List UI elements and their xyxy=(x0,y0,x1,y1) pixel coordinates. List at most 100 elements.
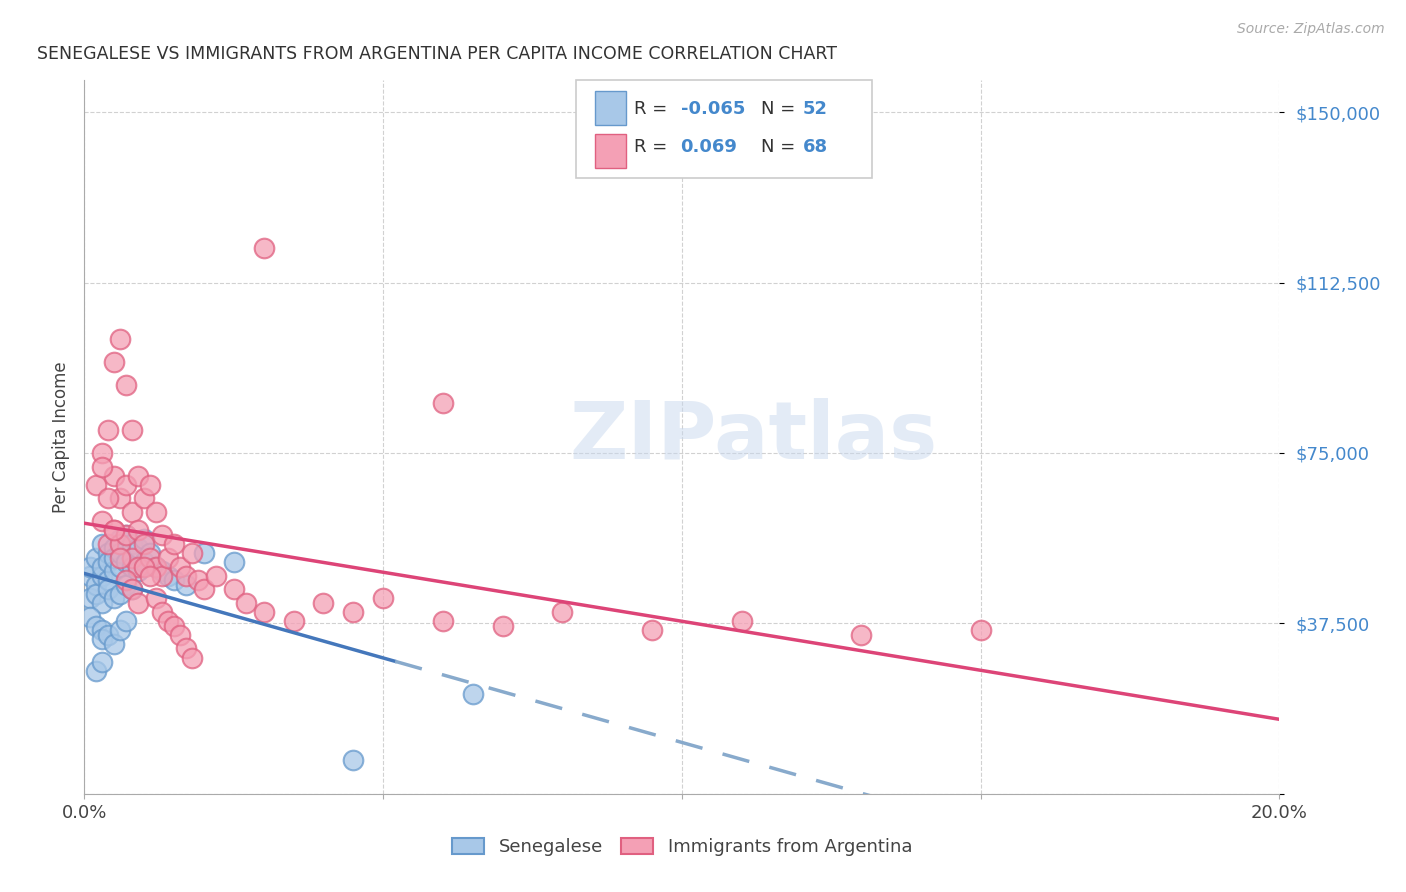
Point xyxy=(97,582,120,597)
Point xyxy=(115,528,138,542)
Point xyxy=(97,628,120,642)
Point xyxy=(91,655,114,669)
Point xyxy=(110,550,132,565)
Point xyxy=(110,491,132,506)
Point xyxy=(79,609,101,624)
Point xyxy=(97,537,120,551)
Text: 52: 52 xyxy=(803,100,828,118)
Point xyxy=(127,596,149,610)
Point xyxy=(235,596,257,610)
Point xyxy=(150,564,173,578)
Point xyxy=(79,591,101,606)
Point xyxy=(91,537,114,551)
Point xyxy=(132,555,156,569)
Point xyxy=(432,396,454,410)
Point xyxy=(174,641,197,656)
Point xyxy=(115,574,138,588)
Point xyxy=(157,568,180,582)
Point xyxy=(103,355,125,369)
Point xyxy=(86,664,108,678)
Point xyxy=(157,550,180,565)
Text: Source: ZipAtlas.com: Source: ZipAtlas.com xyxy=(1237,22,1385,37)
Point xyxy=(91,568,114,582)
Point xyxy=(145,559,167,574)
Point xyxy=(342,753,364,767)
Point xyxy=(461,687,484,701)
Point xyxy=(103,550,125,565)
Point xyxy=(97,423,120,437)
Point xyxy=(139,546,162,560)
Text: R =: R = xyxy=(634,138,673,156)
Point xyxy=(283,614,305,628)
Point xyxy=(157,614,180,628)
Point xyxy=(121,505,143,519)
Point xyxy=(174,568,197,582)
Point xyxy=(163,574,186,588)
Point xyxy=(121,537,143,551)
Point xyxy=(97,491,120,506)
Point xyxy=(103,564,125,578)
Point xyxy=(103,468,125,483)
Point xyxy=(181,650,204,665)
Point xyxy=(222,582,245,597)
Text: R =: R = xyxy=(634,100,673,118)
Point xyxy=(103,523,125,537)
Point xyxy=(222,555,245,569)
Point xyxy=(169,628,191,642)
Point xyxy=(110,537,132,551)
Point xyxy=(103,541,125,556)
Text: N =: N = xyxy=(761,100,800,118)
Point xyxy=(169,559,191,574)
Point xyxy=(163,618,186,632)
Point xyxy=(127,564,149,578)
Point xyxy=(373,591,395,606)
Text: ZIPatlas: ZIPatlas xyxy=(569,398,938,476)
Point xyxy=(174,578,197,592)
Point xyxy=(193,546,215,560)
Point xyxy=(121,582,143,597)
Point xyxy=(139,568,162,582)
Point xyxy=(91,624,114,638)
Point xyxy=(139,478,162,492)
Point xyxy=(110,546,132,560)
Point xyxy=(86,618,108,632)
Point xyxy=(110,587,132,601)
Point xyxy=(127,523,149,537)
Point xyxy=(121,582,143,597)
Point xyxy=(150,568,173,582)
Point xyxy=(86,578,108,592)
Point xyxy=(91,632,114,647)
Point xyxy=(150,605,173,619)
Point xyxy=(91,559,114,574)
Text: N =: N = xyxy=(761,138,800,156)
Point xyxy=(145,505,167,519)
Point xyxy=(551,605,574,619)
Point xyxy=(115,614,138,628)
Point xyxy=(312,596,335,610)
Point xyxy=(145,559,167,574)
Point xyxy=(193,582,215,597)
Point xyxy=(127,541,149,556)
Point xyxy=(150,528,173,542)
Point xyxy=(492,618,515,632)
Point xyxy=(97,574,120,588)
Point xyxy=(103,637,125,651)
Text: 0.069: 0.069 xyxy=(681,138,737,156)
Point xyxy=(86,550,108,565)
Text: SENEGALESE VS IMMIGRANTS FROM ARGENTINA PER CAPITA INCOME CORRELATION CHART: SENEGALESE VS IMMIGRANTS FROM ARGENTINA … xyxy=(37,45,837,63)
Point xyxy=(132,537,156,551)
Point xyxy=(91,596,114,610)
Point xyxy=(91,514,114,528)
Point xyxy=(132,559,156,574)
Point xyxy=(79,568,101,582)
Legend: Senegalese, Immigrants from Argentina: Senegalese, Immigrants from Argentina xyxy=(444,830,920,863)
Point xyxy=(91,459,114,474)
Point xyxy=(641,624,664,638)
Point xyxy=(253,242,276,256)
Point xyxy=(115,555,138,569)
Text: 68: 68 xyxy=(803,138,828,156)
Point xyxy=(132,491,156,506)
Point xyxy=(115,578,138,592)
Point xyxy=(110,624,132,638)
Point xyxy=(121,423,143,437)
